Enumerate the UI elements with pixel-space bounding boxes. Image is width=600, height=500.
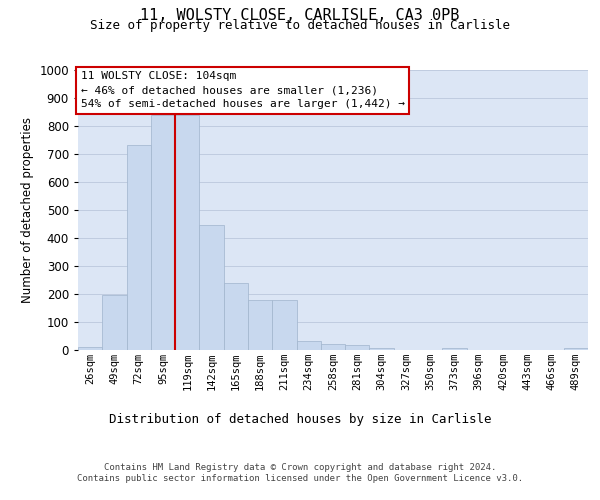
Bar [345,345,370,350]
Bar [102,296,127,350]
Bar [564,348,588,350]
Bar [248,300,272,350]
Text: 11, WOLSTY CLOSE, CARLISLE, CA3 0PB: 11, WOLSTY CLOSE, CARLISLE, CA3 0PB [140,8,460,22]
Text: Distribution of detached houses by size in Carlisle: Distribution of detached houses by size … [109,412,491,426]
Bar [127,145,151,350]
Text: Contains HM Land Registry data © Crown copyright and database right 2024.: Contains HM Land Registry data © Crown c… [104,462,496,471]
Bar [370,348,394,350]
Y-axis label: Number of detached properties: Number of detached properties [21,117,34,303]
Bar [199,224,224,350]
Bar [78,346,102,350]
Text: Contains public sector information licensed under the Open Government Licence v3: Contains public sector information licen… [77,474,523,483]
Bar [224,282,248,350]
Bar [175,116,199,350]
Text: Size of property relative to detached houses in Carlisle: Size of property relative to detached ho… [90,19,510,32]
Bar [321,344,345,350]
Bar [272,300,296,350]
Bar [151,116,175,350]
Text: 11 WOLSTY CLOSE: 104sqm
← 46% of detached houses are smaller (1,236)
54% of semi: 11 WOLSTY CLOSE: 104sqm ← 46% of detache… [80,72,404,110]
Bar [442,348,467,350]
Bar [296,341,321,350]
